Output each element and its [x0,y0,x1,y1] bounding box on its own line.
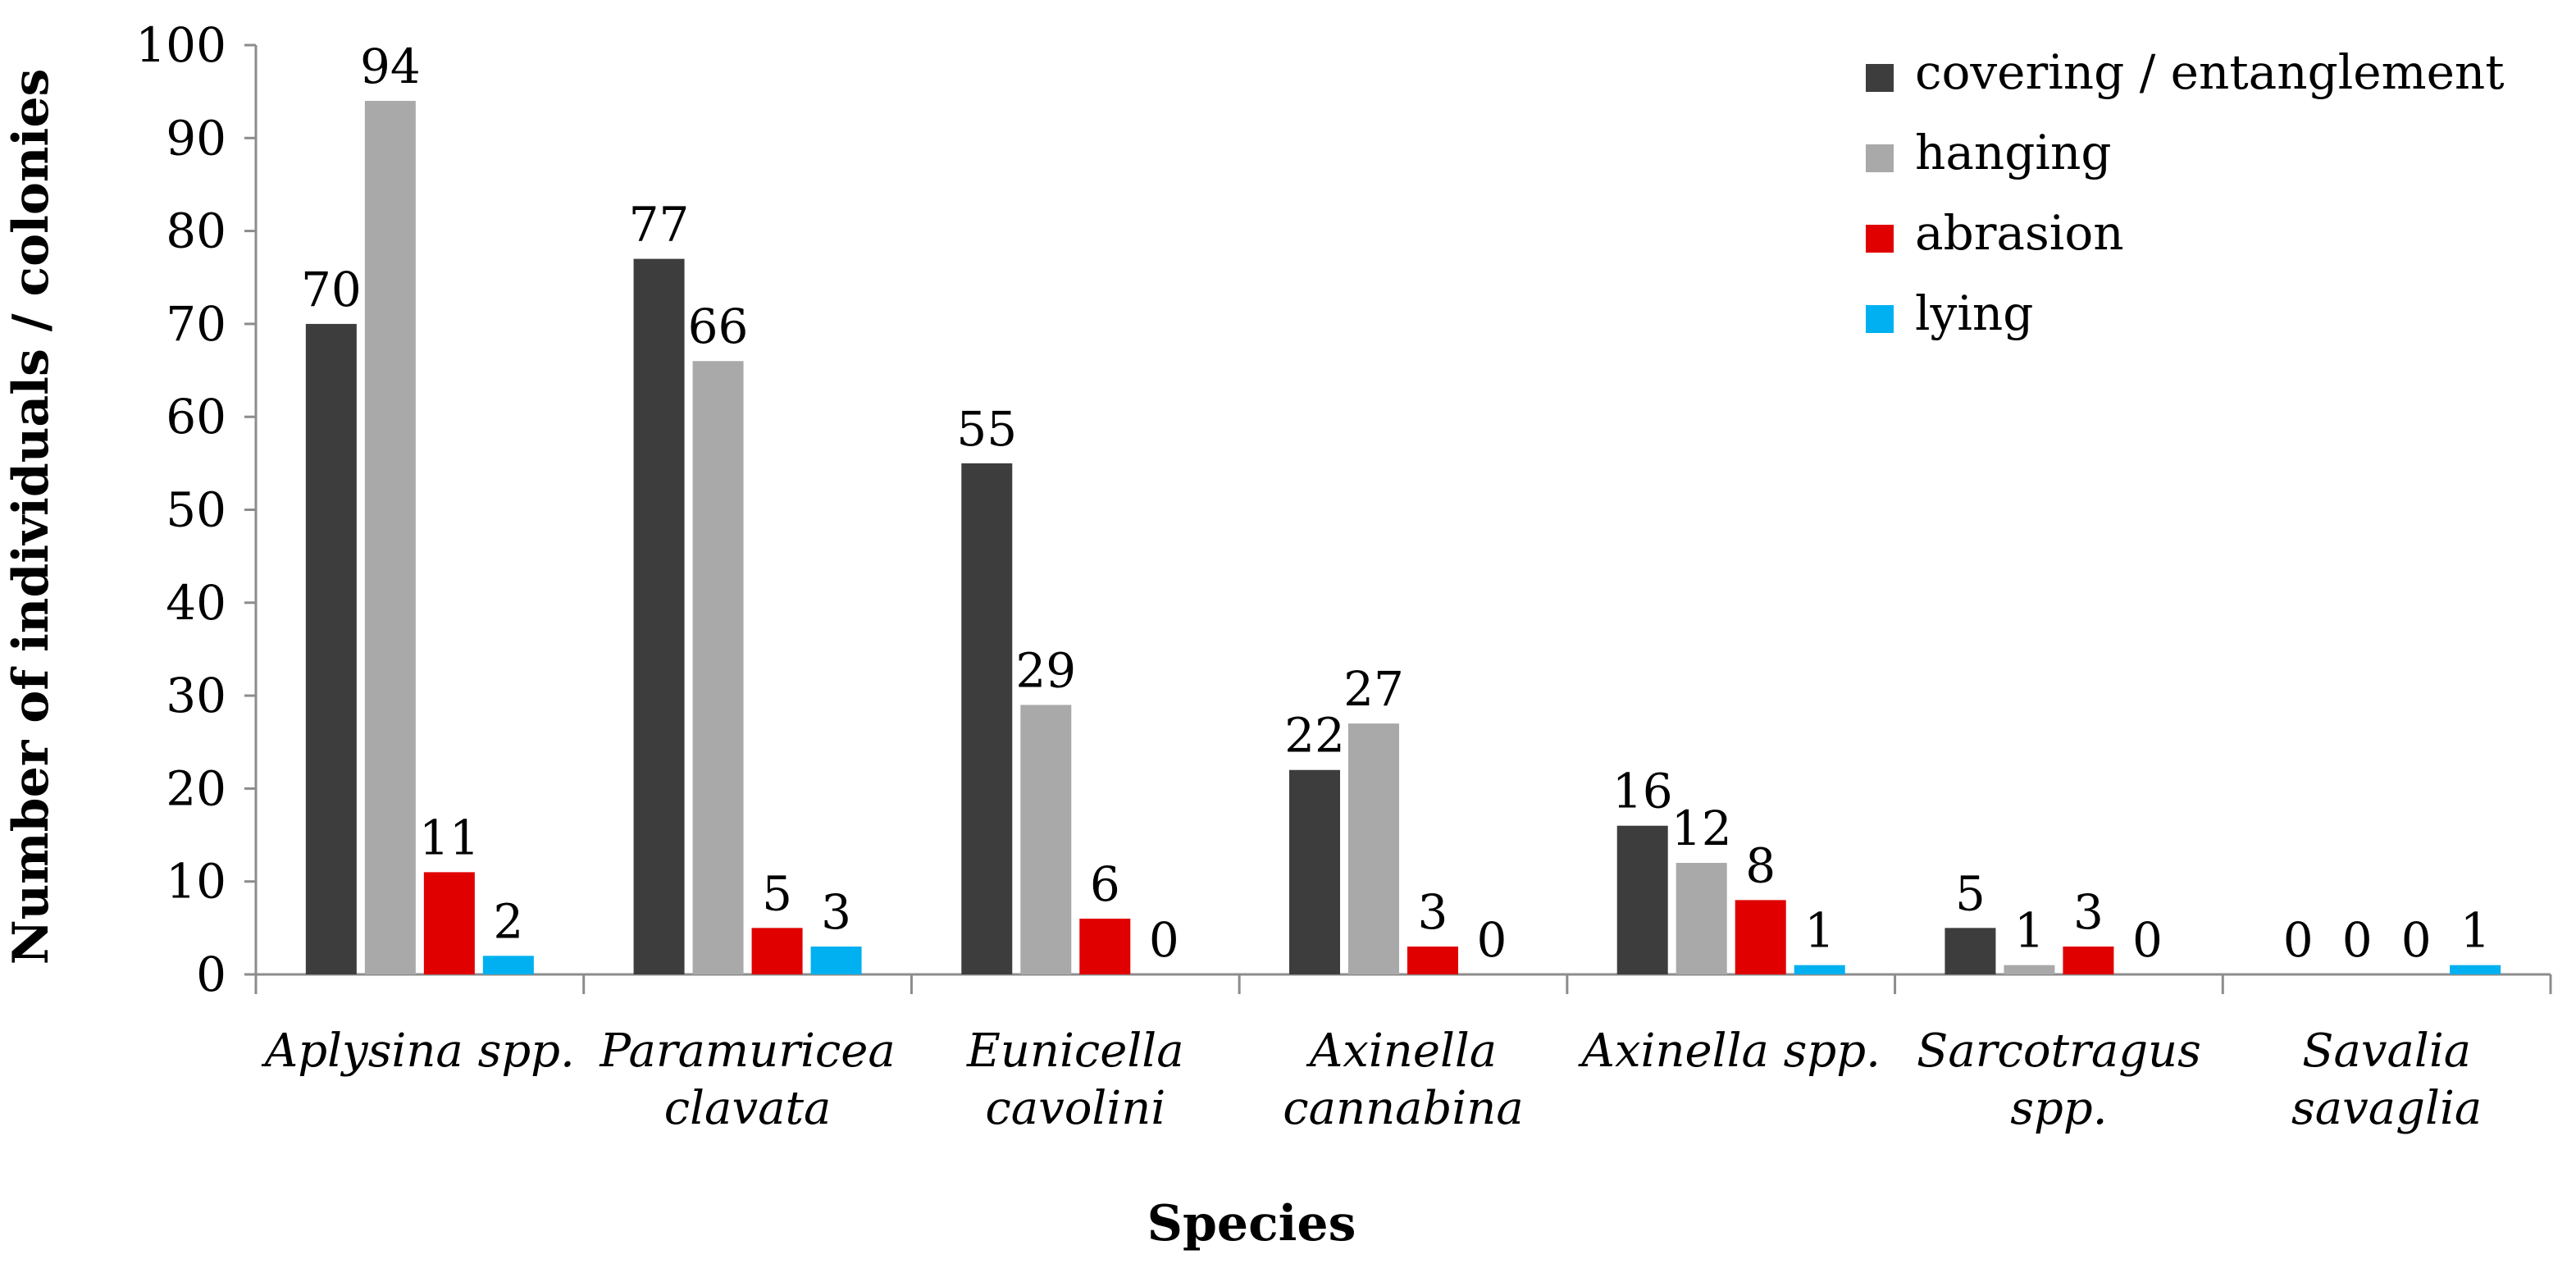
bar [961,463,1013,974]
data-label: 0 [2401,912,2432,968]
y-tick-label: 20 [166,760,226,816]
bars [305,100,2501,975]
x-tick-label: Aplysina spp. [261,1024,575,1078]
data-label: 70 [301,262,362,317]
bar [1020,705,1072,974]
data-label: 94 [360,39,421,94]
data-label: 12 [1671,801,1732,856]
y-tick-label: 60 [166,389,226,445]
x-tick-label: Axinella [1306,1024,1497,1078]
y-tick-label: 70 [166,296,226,352]
x-tick-label: clavata [664,1082,832,1135]
legend-label: lying [1915,285,2033,341]
data-label: 0 [1477,912,1507,968]
y-tick-label: 10 [166,854,226,910]
data-label: 5 [762,865,792,921]
bar [633,258,685,975]
legend-label: covering / entanglement [1915,44,2505,100]
data-label: 3 [821,884,851,940]
data-label: 55 [956,401,1017,457]
legend-label: abrasion [1915,205,2124,261]
data-label: 11 [419,810,480,865]
y-tick-label: 90 [166,110,226,166]
data-label: 29 [1015,642,1076,698]
legend-swatch [1866,64,1894,92]
bar [2004,965,2055,974]
data-label: 3 [2073,884,2104,940]
bar [2063,947,2114,974]
bar [364,100,416,975]
data-label: 5 [1955,865,1986,921]
data-label: 0 [2283,912,2314,968]
bar [2450,965,2501,974]
data-label: 0 [2132,912,2163,968]
data-label: 0 [1149,912,1179,968]
y-tick-label: 30 [166,668,226,723]
data-label: 8 [1745,837,1776,893]
bar [1079,919,1131,974]
x-tick-label: spp. [2010,1082,2107,1135]
bar [1676,863,1727,974]
bar [305,323,357,974]
data-label: 2 [493,893,523,949]
y-tick-label: 100 [135,17,226,73]
data-label: 1 [1804,903,1835,959]
data-label: 6 [1090,856,1120,912]
data-label: 77 [629,197,690,253]
x-tick-label: Sarcotragus [1917,1024,2201,1078]
y-axis-title: Number of individuals / colonies [2,69,60,965]
data-label: 3 [1418,884,1448,940]
bar [751,928,803,974]
data-label: 27 [1343,661,1404,717]
y-tick-label: 80 [166,203,226,259]
legend: covering / entanglement hanging abrasion ly… [1866,44,2505,341]
bar [423,872,475,974]
data-label: 1 [2014,903,2045,959]
legend-swatch [1866,305,1894,333]
bar [482,956,534,974]
data-label: 66 [688,299,749,354]
bar [692,361,744,975]
data-label: 22 [1284,708,1345,764]
x-tick-label: Axinella spp. [1578,1024,1881,1078]
bar [1735,900,1786,974]
bar [1289,769,1340,974]
legend-swatch [1866,144,1894,172]
x-tick-label: cavolini [985,1082,1165,1135]
bar [1945,928,1996,974]
x-tick-label: savaglia [2291,1082,2482,1135]
legend-label: hanging [1915,125,2111,180]
x-axis-title: Species [1147,1195,1356,1252]
data-label: 0 [2342,912,2373,968]
y-tick-label: 40 [166,575,226,631]
x-tick-label: Savalia [2302,1024,2471,1078]
bar [810,947,862,974]
bar [1794,965,1845,974]
y-tick-label: 0 [196,947,226,1002]
x-tick-label: Paramuricea [599,1024,895,1078]
y-tick-label: 50 [166,482,226,538]
data-label: 16 [1612,764,1673,819]
legend-swatch [1866,225,1894,253]
bar [1616,825,1668,974]
x-tick-label: Eunicella [966,1024,1184,1078]
x-tick-label: cannabina [1283,1082,1523,1135]
bar [1407,947,1458,974]
data-label: 1 [2460,903,2491,959]
bar [1348,723,1399,974]
